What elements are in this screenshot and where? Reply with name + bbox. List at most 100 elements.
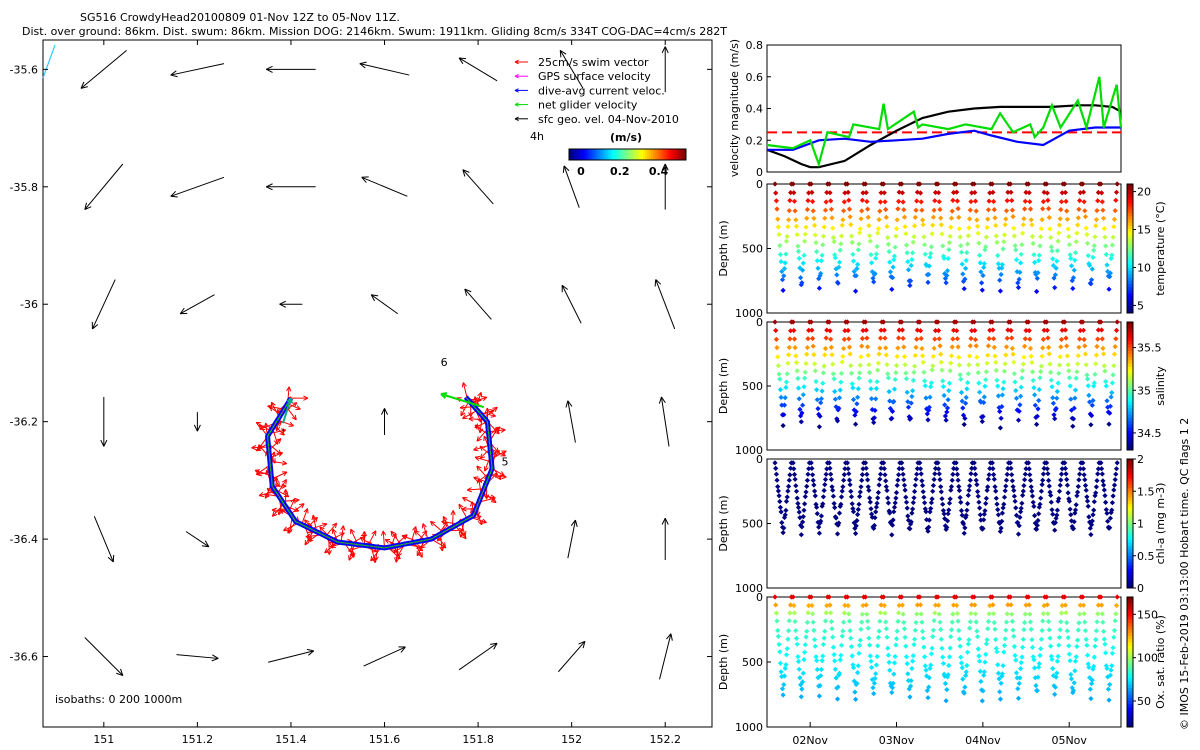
geo-velocity-arrow — [91, 279, 116, 330]
colorbar-swatch — [602, 149, 605, 160]
legend-swatch-arrow — [514, 59, 528, 65]
colorbar-swatch — [570, 149, 574, 160]
depth-colorbar — [1127, 322, 1133, 451]
geo-velocity-arrow — [658, 396, 670, 447]
map-y-tick-label: -36 — [20, 298, 38, 311]
depth-y-tick-label: 1000 — [735, 721, 763, 734]
depth-colorbar-tick-label: 20 — [1137, 186, 1151, 199]
depth-y-tick-label: 1000 — [735, 307, 763, 320]
velocity-axes-frame — [766, 44, 1122, 173]
swim-vector-arrow — [269, 460, 288, 466]
colorbar-swatch — [598, 149, 601, 160]
colorbar-swatch — [654, 149, 658, 160]
map-colorbar-tick-label: 0.4 — [649, 165, 669, 178]
swim-vector-arrow — [301, 508, 309, 525]
colorbar-swatch — [569, 149, 572, 160]
map-annotation-label: 6 — [441, 356, 448, 369]
map-colorbar-tick-label: 0 — [577, 165, 585, 178]
geo-velocity-arrow — [185, 531, 210, 548]
colorbar-swatch — [572, 149, 576, 160]
colorbar-swatch — [641, 149, 644, 160]
velocity-y-tick-label: 0.4 — [746, 103, 764, 116]
geo-velocity-arrow — [458, 57, 498, 82]
colorbar-swatch — [608, 149, 611, 160]
geo-velocity-arrow — [80, 49, 127, 89]
depth-colorbar-tick-label: 15 — [1137, 224, 1151, 237]
swim-vector-arrow — [462, 496, 478, 506]
colorbar-swatch — [574, 149, 578, 160]
map-x-tick-label: 152.2 — [649, 733, 681, 746]
net-glider-velocity-arrow — [440, 392, 485, 409]
colorbar-swatch — [637, 149, 640, 160]
swim-vector-arrow — [251, 444, 269, 451]
map-y-tick-label: -35.6 — [10, 63, 38, 76]
map-x-tick-label: 151.2 — [182, 733, 214, 746]
depth-colorbar — [1127, 459, 1133, 589]
colorbar-swatch — [633, 149, 636, 160]
depth-profile-markers — [772, 460, 1120, 538]
map-colorbar-title: (m/s) — [610, 131, 642, 144]
colorbar-swatch — [664, 149, 667, 160]
geo-velocity-arrow — [557, 640, 586, 673]
time-x-tick-label: 03Nov — [879, 734, 915, 747]
swim-vector-arrow — [460, 400, 470, 417]
velocity-y-axis-label: velocity magnitude (m/s) — [728, 39, 741, 177]
colorbar-swatch — [656, 149, 660, 160]
colorbar-swatch — [668, 149, 671, 160]
colorbar-swatch — [639, 149, 642, 160]
colorbar-swatch — [619, 149, 623, 160]
time-x-tick-label: 04Nov — [965, 734, 1001, 747]
geo-velocity-arrow — [559, 49, 584, 89]
depth-y-tick-label: 500 — [742, 243, 763, 256]
velocity-y-tick-label: 0 — [756, 166, 763, 179]
depth-colorbar-label: Ox. sat. ratio (%) — [1154, 615, 1167, 709]
velocity-series-line — [766, 104, 1122, 169]
colorbar-swatch — [576, 149, 580, 160]
geo-velocity-arrow — [661, 163, 669, 210]
depth-y-axis-label: Depth (m) — [717, 358, 730, 414]
colorbar-swatch — [684, 149, 687, 160]
swim-vector-arrow — [290, 395, 309, 401]
depth-y-tick-label: 0 — [756, 453, 763, 466]
geo-velocity-arrow — [361, 176, 408, 197]
legend-swatch-arrow — [514, 116, 528, 121]
colorbar-swatch — [666, 149, 669, 160]
colorbar-swatch — [672, 149, 675, 160]
geo-velocity-arrow — [370, 294, 399, 315]
swim-vector-arrow — [277, 419, 294, 427]
geo-velocity-arrow — [654, 279, 676, 330]
colorbar-swatch — [623, 149, 627, 160]
colorbar-swatch — [588, 149, 591, 160]
depth-colorbar-tick-label: 2 — [1137, 453, 1144, 466]
velocity-series-line — [766, 76, 1123, 168]
depth-panel-frame — [766, 183, 1122, 314]
geo-velocity-arrow — [176, 654, 219, 662]
swim-vector-arrow — [473, 444, 490, 452]
swim-vector-arrow — [390, 530, 402, 546]
colorbar-swatch — [592, 149, 595, 160]
velocity-series-line — [767, 126, 1121, 151]
swim-vector-arrow — [340, 525, 346, 543]
legend-entry-label: GPS surface velocity — [538, 70, 651, 83]
colorbar-swatch — [645, 149, 648, 160]
figure-title-line2: Dist. over ground: 86km. Dist. swum: 86k… — [22, 25, 727, 38]
geo-velocity-arrow — [170, 176, 225, 198]
geo-velocity-arrow — [462, 169, 494, 205]
colorbar-swatch — [600, 149, 603, 160]
colorbar-swatch — [662, 149, 666, 160]
depth-y-tick-label: 500 — [742, 518, 763, 531]
geo-velocity-arrow — [179, 294, 215, 315]
colorbar-swatch — [647, 149, 650, 160]
legend-entry-label: 25cm/s swim vector — [538, 56, 649, 69]
depth-colorbar-tick-label: 10 — [1137, 261, 1151, 274]
depth-colorbar-tick-label: 5 — [1137, 299, 1144, 312]
legend-swatch-arrow — [514, 88, 528, 93]
swim-vector-arrow — [348, 543, 355, 561]
map-x-tick-label: 151.8 — [462, 733, 494, 746]
colorbar-swatch — [584, 149, 588, 160]
depth-y-tick-label: 0 — [756, 316, 763, 329]
depth-colorbar-tick-label: 100 — [1137, 652, 1158, 665]
depth-y-axis-label: Depth (m) — [717, 495, 730, 551]
depth-y-tick-label: 1000 — [735, 444, 763, 457]
geo-velocity-arrow — [565, 400, 576, 443]
